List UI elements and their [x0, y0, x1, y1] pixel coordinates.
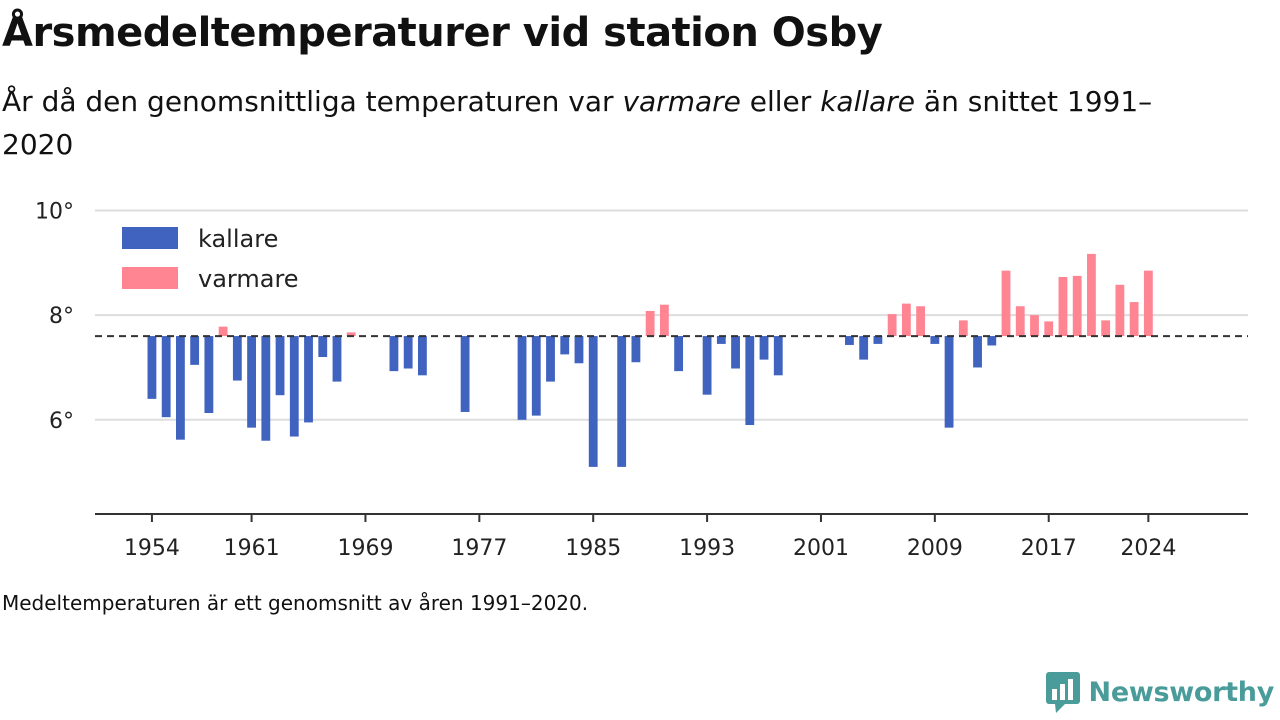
bar-cold [531, 336, 541, 416]
bar-warm [916, 306, 926, 337]
x-tick-label: 1954 [124, 536, 180, 561]
bar-cold [859, 336, 869, 360]
bars [147, 253, 1153, 467]
bar-cold [702, 336, 712, 395]
x-tick-label: 1961 [224, 536, 280, 561]
bar-cold [389, 336, 399, 372]
bar-warm [1101, 320, 1111, 337]
bar-warm [645, 310, 655, 337]
subtitle-cold-word: kallare [820, 85, 916, 118]
bar-warm [1087, 253, 1096, 337]
bar-warm [958, 320, 968, 337]
bar-cold [759, 336, 769, 360]
x-tick-label: 2009 [907, 536, 963, 561]
bar-warm [1030, 315, 1039, 337]
bar-cold [232, 336, 242, 381]
brand-logo: Newsworthy [1045, 670, 1274, 714]
subtitle-part-2: eller [740, 85, 821, 118]
bar-cold [304, 336, 313, 423]
bar-cold [873, 336, 883, 344]
bar-warm [1115, 284, 1125, 337]
chart-title: Årsmedeltemperaturer vid station Osby [2, 10, 883, 56]
bar-cold [845, 336, 854, 345]
x-tick-label: 1993 [679, 536, 735, 561]
legend-label-cold: kallare [198, 225, 278, 253]
bar-cold [275, 336, 285, 396]
bar-warm [1072, 275, 1082, 337]
bar-cold [318, 336, 328, 357]
bar-warm [887, 314, 897, 337]
y-tick-label: 8° [49, 304, 74, 329]
bar-cold [773, 336, 783, 376]
legend: kallare varmare [110, 214, 315, 299]
bar-cold [574, 336, 584, 364]
bar-warm [218, 326, 228, 337]
bar-cold [417, 336, 427, 376]
bar-cold [247, 336, 256, 428]
bar-cold [930, 336, 940, 344]
bar-cold [731, 336, 740, 369]
bar-cold [560, 336, 570, 355]
bar-cold [973, 336, 982, 368]
x-tick-label: 2001 [793, 536, 849, 561]
bar-cold [546, 336, 555, 382]
bar-warm [1058, 276, 1068, 337]
grid-lines [95, 209, 1248, 421]
bar-warm [901, 303, 911, 337]
bar-cold [289, 336, 299, 437]
bar-cold [175, 336, 185, 440]
x-tick-label: 2017 [1021, 536, 1077, 561]
footnote: Medeltemperaturen är ett genomsnitt av å… [2, 591, 589, 615]
bar-cold [460, 336, 470, 412]
bar-cold [716, 336, 726, 344]
bar-cold [517, 336, 527, 420]
chart-subtitle: År då den genomsnittliga temperaturen va… [2, 80, 1202, 166]
bar-cold [190, 336, 200, 365]
subtitle-part-1: År då den genomsnittliga temperaturen va… [2, 85, 623, 118]
bar-warm [659, 304, 669, 337]
newsworthy-logo-icon [1045, 672, 1080, 713]
bar-warm [346, 332, 356, 337]
bar-cold [617, 336, 627, 467]
bar-cold [987, 336, 997, 346]
bar-warm [1143, 270, 1153, 337]
bar-cold [588, 336, 598, 467]
bar-cold [261, 336, 271, 441]
subtitle-warm-word: varmare [622, 85, 741, 118]
bar-warm [1001, 270, 1011, 337]
bar-cold [674, 336, 684, 372]
axes: 10° 8° 6° 1954 1961 1969 1977 1985 1993 2001 2009 2… [35, 200, 1248, 561]
x-tick-label: 1969 [337, 536, 393, 561]
bar-warm [1129, 302, 1139, 337]
brand-name: Newsworthy [1088, 676, 1275, 708]
subtitle-part-3: än snittet 1991–2020 [2, 85, 1153, 161]
bar-cold [403, 336, 413, 369]
legend-label-warm: varmare [198, 265, 299, 293]
y-tick-label: 6° [49, 409, 74, 434]
bar-warm [1015, 306, 1025, 337]
bar-cold [161, 336, 171, 418]
bar-cold [204, 336, 214, 413]
legend-swatch-warm [122, 267, 178, 289]
x-tick-label: 1977 [451, 536, 507, 561]
bar-cold [631, 336, 641, 363]
x-tick-label: 1985 [565, 536, 621, 561]
bar-warm [1044, 321, 1054, 337]
bar-cold [147, 336, 157, 399]
y-tick-label: 10° [35, 200, 74, 224]
bar-cold [332, 336, 342, 382]
bar-cold [944, 336, 954, 428]
x-tick-label: 2024 [1120, 536, 1176, 561]
temperature-bar-chart: 10° 8° 6° 1954 1961 1969 1977 1985 1993 2001 2009 2… [35, 200, 1248, 561]
legend-swatch-cold [122, 227, 178, 249]
bar-cold [745, 336, 755, 426]
